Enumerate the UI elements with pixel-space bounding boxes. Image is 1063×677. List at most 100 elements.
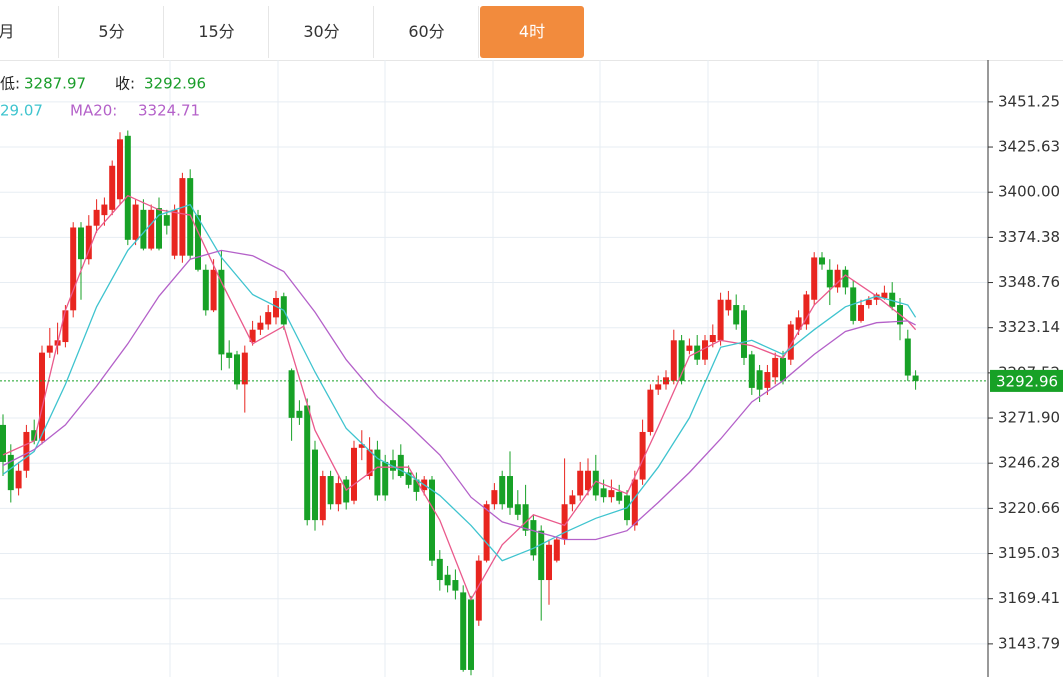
period-tab[interactable]: 5分	[60, 6, 164, 58]
y-tick-label: 3195.03	[998, 544, 1060, 562]
candle-body	[826, 269, 833, 288]
candle-body	[124, 135, 131, 240]
candle-body	[702, 340, 708, 360]
candle-body	[312, 449, 318, 521]
candle-body	[234, 354, 240, 385]
candle-body	[639, 431, 646, 480]
candle-body	[226, 352, 233, 358]
candle-body	[819, 257, 825, 265]
period-tab[interactable]: 15分	[165, 6, 269, 58]
candle-body	[187, 178, 194, 256]
candle-body	[265, 312, 272, 325]
candle-body	[725, 299, 732, 311]
y-tick-label: 3374.38	[998, 228, 1060, 246]
candle-body	[31, 430, 38, 441]
candle-body	[468, 599, 474, 670]
ma-line	[2, 203, 917, 562]
candle-body	[483, 504, 490, 561]
price-axis: 3143.79 3169.41 3195.03 3220.66 3246.28 3271.…	[987, 60, 1063, 677]
candle-body	[249, 329, 256, 343]
candle-body	[7, 454, 14, 491]
close-value: 3292.96	[144, 75, 206, 93]
candle-body	[904, 338, 911, 376]
candle-body	[655, 384, 662, 390]
candle-body	[436, 558, 443, 581]
y-tick-label: 3246.28	[998, 454, 1060, 472]
y-tick-label: 3169.41	[998, 589, 1060, 607]
candle-body	[210, 269, 217, 311]
candle-body	[140, 209, 147, 249]
candle-body	[257, 322, 264, 330]
candle-body	[382, 461, 389, 496]
candle-body	[756, 370, 763, 390]
candle-body	[0, 424, 6, 462]
y-tick-label: 3451.25	[998, 92, 1060, 110]
candle-body	[70, 227, 77, 311]
candle-body	[78, 227, 84, 260]
candle-body	[351, 447, 357, 501]
candle-body	[23, 431, 30, 471]
y-tick-label: 3271.90	[998, 409, 1060, 427]
candle-body	[514, 504, 521, 515]
grid	[0, 60, 988, 677]
candle-body	[374, 449, 381, 496]
ma20-label: MA20:	[70, 102, 117, 120]
candle-body	[592, 470, 599, 496]
candle-body	[538, 530, 545, 581]
y-tick-label: 3400.00	[998, 183, 1060, 201]
candle-body	[109, 165, 116, 210]
candle-body	[85, 225, 92, 260]
candle-body	[912, 375, 919, 381]
candle-body	[273, 297, 279, 318]
y-tick-label: 3348.76	[998, 273, 1060, 291]
candle-body	[93, 209, 100, 226]
candle-body	[202, 269, 209, 311]
period-tab[interactable]: 4时	[480, 6, 584, 58]
candle-body	[600, 488, 607, 498]
candle-body	[507, 476, 513, 508]
candle-body	[553, 539, 560, 561]
candle-body	[171, 209, 178, 256]
period-tab[interactable]: 月	[0, 6, 59, 58]
close-label: 收:	[115, 75, 135, 93]
candle-body	[288, 370, 295, 418]
candle-body	[413, 479, 420, 492]
candle-body	[561, 504, 568, 540]
candle-body	[741, 310, 747, 358]
candle-body	[811, 257, 818, 300]
candle-body	[842, 269, 849, 288]
candle-body	[569, 495, 576, 505]
period-tab[interactable]: 60分	[375, 6, 479, 58]
candle-body	[101, 204, 108, 216]
candle-body	[39, 352, 45, 441]
ma10-value: 29.07	[0, 102, 43, 120]
candle-body	[429, 479, 435, 561]
candle-body	[577, 470, 584, 496]
current-price-label: 3292.96	[996, 372, 1058, 390]
candle-body	[772, 357, 779, 378]
candle-body	[117, 139, 123, 200]
candle-body	[296, 410, 303, 418]
candle-body	[631, 479, 638, 526]
candle-body	[148, 209, 155, 249]
candle-body	[397, 454, 404, 477]
candle-body	[366, 449, 373, 477]
candle-body	[803, 294, 810, 325]
candle-body	[686, 345, 693, 351]
candle-body	[499, 476, 506, 505]
candle-body	[491, 490, 498, 505]
y-tick-label: 3143.79	[998, 634, 1060, 652]
ma-line	[2, 249, 916, 541]
period-tabs: 月 5分 15分 30分 60分 4时	[0, 0, 1063, 61]
candle-body	[62, 310, 69, 343]
candle-body	[530, 520, 537, 556]
candle-body	[616, 491, 623, 501]
period-tab[interactable]: 30分	[270, 6, 374, 58]
low-label: 低:	[0, 75, 20, 93]
candle-body	[163, 215, 170, 226]
candle-body	[405, 472, 412, 485]
candle-body	[748, 354, 755, 388]
candle-body	[795, 317, 802, 330]
candle-body	[608, 490, 615, 498]
current-price-box	[990, 369, 1063, 392]
